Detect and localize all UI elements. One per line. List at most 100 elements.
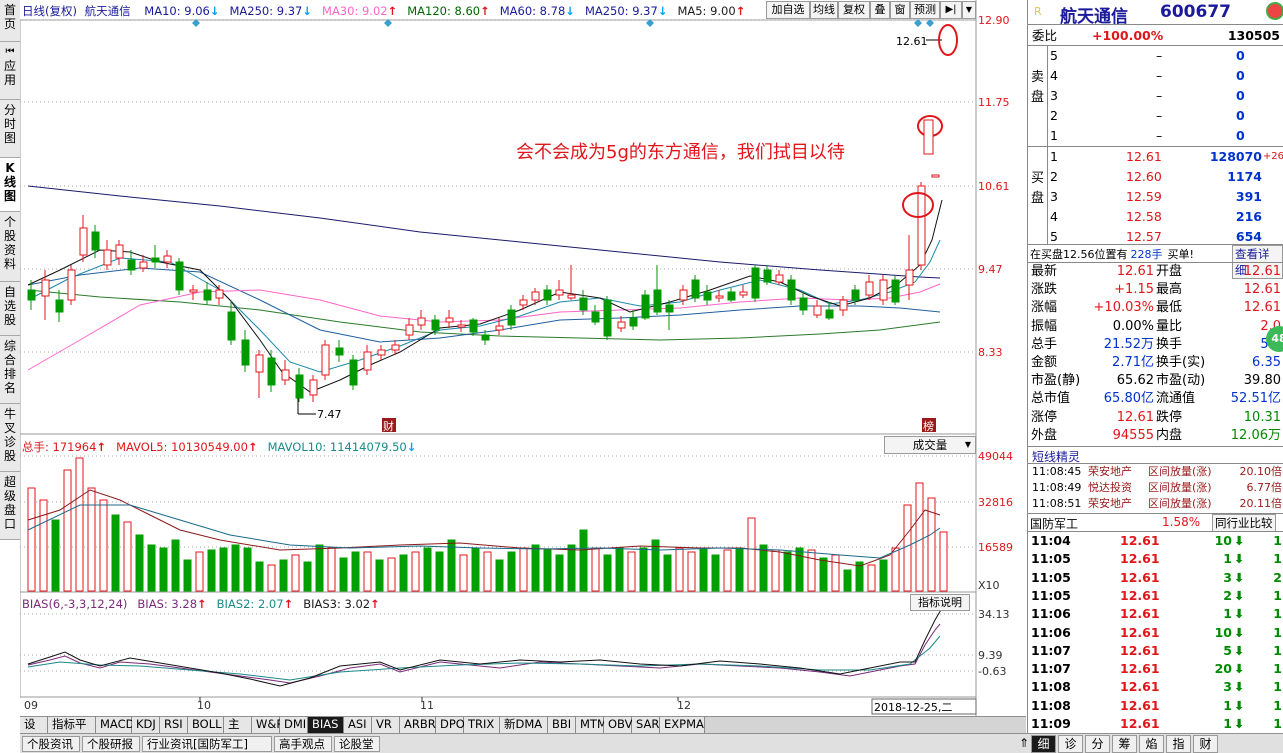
stat-value: 12.61 [1243,300,1281,316]
volume-bar [51,519,60,592]
annotation-circle [938,24,958,56]
right-tab-2[interactable]: 分 [1085,735,1110,753]
expand-icon[interactable]: ▶| [940,1,962,19]
sidebar-kline[interactable]: K线图 [0,158,20,212]
right-tab-1[interactable]: 诊 [1058,735,1083,753]
volume-bar [579,529,588,592]
sprite-value: 20.10倍 [1239,465,1283,478]
tab-18[interactable]: OBV [604,717,632,733]
ma-legend-item: MA30: 9.02 [322,4,388,18]
sprite-time: 11:08:45 [1032,465,1082,478]
finance-tag[interactable] [382,418,396,432]
tab-10[interactable]: ASI [344,717,372,733]
sell-volume: 0 [1236,108,1245,123]
ranking-tag[interactable] [922,418,936,432]
info-tab-0[interactable]: 个股资讯 [22,736,80,752]
info-tab-3[interactable]: 高手观点 [274,736,332,752]
overlay-button[interactable]: 叠 [870,1,890,19]
info-tab-2[interactable]: 行业资讯[国防军工] [142,736,272,752]
ma-legend-item: MA5: 9.00 [677,4,736,18]
tick-row: 11:05 12.61 3 ⬇ 2 [1028,569,1283,587]
sprite-title[interactable]: 短线精灵 [1032,450,1081,464]
sidebar-timechart[interactable]: 分时图 [0,100,20,158]
arrow-up-icon[interactable]: ⇑ [1018,736,1029,750]
industry-compare-button[interactable]: 同行业比较 [1212,514,1276,532]
right-tab-3[interactable]: 筹 [1112,735,1137,753]
legend-item: MAVOL10: 11414079.50 [267,440,407,454]
right-tab-4[interactable]: 焰 [1139,735,1164,753]
indicator-help-button[interactable]: 指标说明 [910,594,970,611]
forecast-button[interactable]: 预测 [910,1,940,19]
tick-time: 11:05 [1031,551,1071,567]
candlestick [391,340,400,355]
sidebar-diagnose[interactable]: 牛叉诊股 [0,404,20,472]
stock-title-bar: R 航天通信 600677 [1028,0,1283,27]
tab-8[interactable]: DMI [280,717,308,733]
candlestick [865,275,874,300]
candlestick [825,302,834,320]
tab-14[interactable]: TRIX [464,717,500,733]
stat-label: 流通值 [1156,391,1196,407]
sidebar-super-panel[interactable]: 超级盘口 [0,472,20,540]
tab-16[interactable]: BBI [548,717,576,733]
right-tab-6[interactable]: 财 [1193,735,1218,753]
float-badge[interactable]: 48 [1266,326,1283,352]
volume-bar [543,549,552,592]
tab-11[interactable]: VR [372,717,400,733]
right-tab-5[interactable]: 指 [1166,735,1191,753]
sidebar-ranking[interactable]: 综合排名 [0,336,20,404]
price-pane-frame [20,19,977,435]
tab-20[interactable]: EXPMA [660,717,705,733]
sprite-item[interactable]: 11:08:49 悦达投资 区间放量(涨) 6.77倍 [1028,480,1283,496]
sidebar-home[interactable]: 首页 [0,0,20,42]
tab-3[interactable]: KDJ [132,717,160,733]
tab-0[interactable]: 设置 [20,717,48,746]
right-tab-0[interactable]: 细 [1031,735,1056,753]
indicator-dropdown[interactable]: 成交量 ▼ [884,436,976,454]
buy-volume: 1174 [1227,169,1262,184]
tab-4[interactable]: RSI [160,717,188,733]
tab-19[interactable]: SAR [632,717,660,733]
tab-1[interactable]: 指标平台 [48,717,96,746]
period-label[interactable]: 日线(复权) [22,4,77,18]
stat-row: 涨停 12.61 跌停 10.31 [1028,409,1283,427]
sprite-item[interactable]: 11:08:51 荣安地产 区间放量(涨) 20.11倍 [1028,496,1283,512]
candlestick [691,275,700,302]
tab-17[interactable]: MTM [576,717,607,733]
add-watchlist-button[interactable]: 加自选 [766,1,810,19]
volume-bar [663,554,672,592]
candlestick [335,340,344,362]
arrow-icon: ↓ [209,4,220,18]
tab-13[interactable]: DPO [436,717,465,733]
tab-12[interactable]: ARBR [400,717,436,733]
volume-bar [939,531,948,592]
tab-6[interactable]: 主力 [224,717,252,746]
stat-label: 外盘 [1031,427,1058,443]
ma-button[interactable]: 均线 [810,1,838,19]
candlestick [27,280,36,310]
kline-chart-area[interactable]: 12.90 11.75 10.61 9.47 8.33 49044 32816 … [20,0,1026,716]
stat-label: 最低 [1156,300,1183,316]
tick-count: 1 [1273,716,1282,731]
tab-5[interactable]: BOLL [188,717,224,733]
tab-9[interactable]: BIAS [308,717,344,733]
tab-15[interactable]: 新DMA [500,717,548,733]
sidebar-watchlist[interactable]: 自选股 [0,282,20,336]
info-tab-1[interactable]: 个股研报 [82,736,140,752]
sidebar-apps[interactable]: ⏮ 应用 [0,42,20,100]
chevron-down-icon[interactable]: ▼ [962,1,976,19]
window-button[interactable]: 窗 [890,1,910,19]
sidebar-stock-info[interactable]: 个股资料 [0,212,20,282]
volume-bar [723,549,732,592]
sprite-event: 区间放量(涨) [1148,481,1212,494]
volume-header: 总手: 171964↑ MAVOL5: 10130549.00↑ MAVOL10: … [22,439,416,455]
sprite-item[interactable]: 11:08:45 荣安地产 区间放量(涨) 20.10倍 [1028,464,1283,480]
tab-7[interactable]: W&R [252,717,284,733]
tab-2[interactable]: MACD [96,717,134,733]
stat-value: 65.62 [1116,373,1154,389]
info-tab-4[interactable]: 论股堂 [334,736,380,752]
tick-price: 12.61 [1120,551,1160,567]
adjust-button[interactable]: 复权 [838,1,870,19]
kline-chart-svg[interactable]: 12.90 11.75 10.61 9.47 8.33 49044 32816 … [20,0,1026,716]
candlestick [215,285,224,305]
